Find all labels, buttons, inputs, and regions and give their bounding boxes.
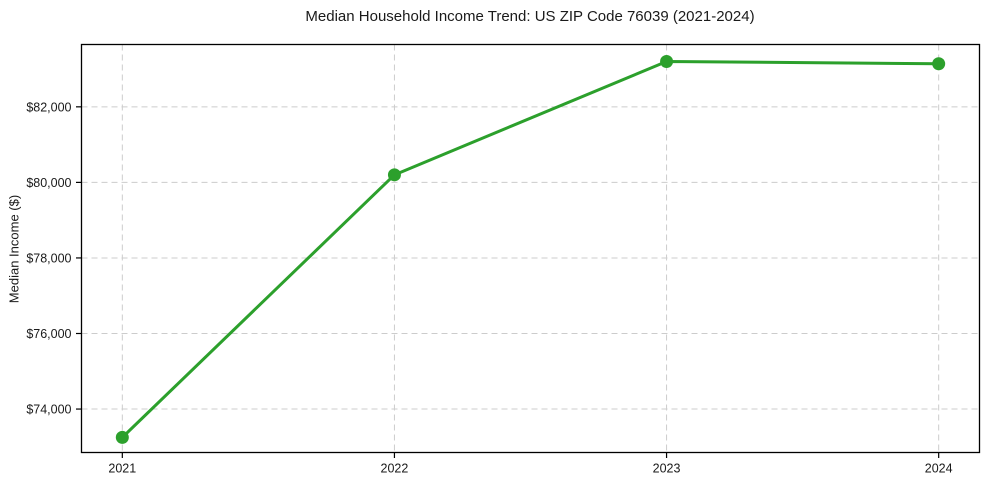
y-tick-label: $78,000 (26, 251, 71, 265)
data-point-marker (932, 57, 946, 71)
x-tick-label: 2021 (108, 462, 136, 476)
chart-title: Median Household Income Trend: US ZIP Co… (305, 8, 755, 25)
data-point-marker (115, 430, 129, 444)
y-tick-label: $82,000 (26, 100, 71, 114)
x-tick-label: 2023 (653, 462, 681, 476)
y-tick-label: $76,000 (26, 327, 71, 341)
data-point-marker (387, 168, 401, 182)
x-tick-label: 2022 (381, 462, 409, 476)
y-tick-label: $80,000 (26, 176, 71, 190)
y-tick-label: $74,000 (26, 403, 71, 417)
trend-line (120, 60, 941, 439)
plot-border (80, 43, 981, 454)
x-tick-label: 2024 (925, 462, 953, 476)
data-point-marker (660, 55, 674, 68)
